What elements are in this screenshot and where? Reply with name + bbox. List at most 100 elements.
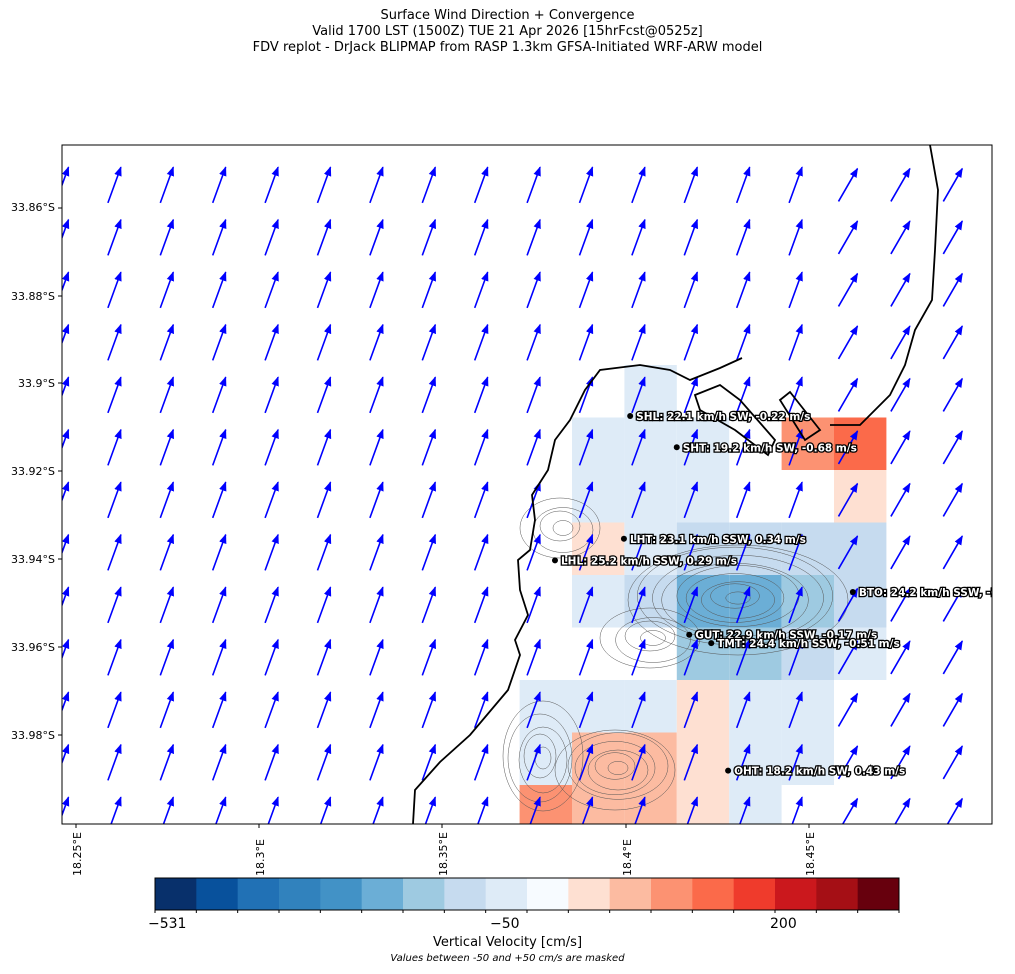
terrain-contour: [539, 510, 581, 542]
colorbar-swatch: [196, 878, 239, 910]
wind-arrow: [578, 638, 594, 676]
wind-arrow: [837, 692, 859, 727]
wind-arrow: [264, 323, 279, 361]
wind-arrow: [890, 482, 911, 517]
colorbar-tick-label: 200: [770, 916, 797, 932]
wind-arrow: [683, 166, 699, 204]
wind-arrow: [473, 691, 489, 729]
terrain-contour: [587, 749, 649, 791]
wind-arrow: [211, 638, 227, 676]
wind-arrow: [107, 638, 122, 676]
station-sht-label: SHT: 19.2 km/h SW, -0.68 m/s: [683, 442, 857, 454]
velocity-cell: [834, 522, 887, 575]
wind-arrow: [631, 218, 646, 256]
wind-arrow: [683, 481, 699, 519]
coastline-west: [412, 357, 743, 824]
wind-arrow: [316, 691, 332, 729]
wind-arrow: [841, 797, 859, 824]
colorbar-swatch: [279, 878, 321, 910]
wind-arrow: [942, 745, 963, 780]
wind-arrow: [62, 428, 70, 450]
wind-arrow: [837, 430, 859, 465]
wind-arrow: [211, 481, 227, 519]
wind-arrow: [211, 323, 227, 361]
wind-arrow: [946, 797, 963, 824]
wind-arrow: [631, 376, 646, 414]
wind-arrow: [159, 376, 175, 414]
map-title-line-2: Valid 1700 LST (1500Z) TUE 21 Apr 2026 […: [312, 24, 703, 39]
wind-arrow: [788, 691, 803, 729]
wind-arrow: [107, 271, 122, 309]
wind-arrow: [683, 218, 699, 256]
wind-arrow: [211, 586, 227, 624]
station-bto-label: BTO: 24.2 km/h SSW, -1.76 m/s: [859, 587, 1015, 599]
terrain-contour: [599, 607, 701, 669]
wind-arrow: [107, 166, 122, 204]
wind-arrow: [686, 796, 699, 824]
wind-arrow: [316, 376, 332, 414]
wind-arrow: [159, 638, 175, 676]
wind-arrow: [421, 271, 437, 309]
wind-arrow: [62, 586, 70, 608]
wind-arrow: [526, 323, 541, 361]
colorbar-swatch: [692, 878, 735, 910]
wind-arrow: [369, 691, 384, 729]
colorbar-swatch: [609, 878, 652, 910]
wind-arrow: [369, 481, 384, 519]
wind-arrow: [837, 220, 859, 255]
wind-arrow: [107, 218, 122, 256]
wind-arrow: [62, 323, 70, 345]
wind-arrow: [942, 272, 963, 307]
wind-arrow: [837, 377, 859, 412]
velocity-cell: [834, 417, 887, 470]
colorbar-tick-label: −531: [148, 916, 187, 932]
colorbar-swatch: [155, 878, 197, 910]
wind-arrow: [319, 796, 332, 824]
wind-arrow: [421, 218, 437, 256]
wind-arrow: [421, 533, 437, 571]
wind-arrow: [316, 743, 332, 781]
wind-arrow: [107, 586, 122, 624]
lon-tick-label: 18.35°E: [437, 832, 450, 876]
wind-arrow: [890, 220, 911, 255]
colorbar-swatch: [237, 878, 280, 910]
station-tmt-label: TMT: 24.4 km/h SSW, -0.51 m/s: [717, 638, 899, 650]
wind-arrow: [264, 691, 279, 729]
lon-tick-label: 18.45°E: [804, 832, 817, 876]
wind-arrow: [631, 428, 646, 466]
wind-arrow: [529, 796, 541, 824]
wind-arrow: [942, 325, 963, 360]
wind-arrow: [890, 167, 911, 202]
terrain-contour: [554, 729, 676, 811]
wind-arrow: [735, 271, 751, 309]
wind-arrow: [578, 691, 594, 729]
wind-arrow: [578, 218, 594, 256]
lon-tick-label: 18.25°E: [71, 832, 84, 876]
wind-arrow: [62, 691, 70, 713]
wind-arrow: [788, 586, 803, 624]
wind-arrow: [107, 376, 122, 414]
lat-tick-label: 33.98°S: [11, 729, 55, 742]
wind-arrow: [421, 638, 437, 676]
colorbar-swatch: [485, 878, 528, 910]
wind-arrow: [578, 271, 594, 309]
map-title-line-1: Surface Wind Direction + Convergence: [380, 8, 635, 23]
wind-arrow: [788, 166, 803, 204]
wind-arrow: [578, 586, 594, 624]
wind-arrow: [264, 428, 279, 466]
wind-arrow: [837, 745, 859, 780]
coastline-east: [830, 145, 939, 426]
velocity-cell: [572, 785, 625, 824]
terrain-contour: [567, 732, 669, 800]
wind-arrow: [683, 271, 699, 309]
wind-arrow: [264, 166, 279, 204]
wind-arrow: [526, 743, 541, 781]
terrain-contour: [627, 544, 849, 656]
colorbar-label: Vertical Velocity [cm/s]: [432, 935, 583, 950]
wind-arrow: [264, 218, 279, 256]
wind-arrow: [890, 535, 911, 570]
wind-arrow: [788, 428, 803, 466]
wind-arrow: [890, 272, 911, 307]
wind-arrow: [735, 218, 751, 256]
wind-arrow: [473, 481, 489, 519]
